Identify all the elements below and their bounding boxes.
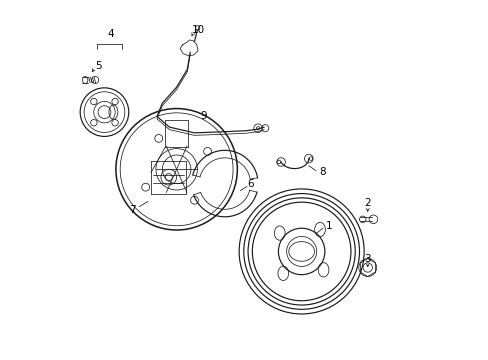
Text: 9: 9 xyxy=(200,111,206,121)
Text: 10: 10 xyxy=(191,25,204,35)
Text: 5: 5 xyxy=(95,61,101,71)
Text: 4: 4 xyxy=(107,28,114,39)
Text: 3: 3 xyxy=(364,253,370,264)
Text: 2: 2 xyxy=(364,198,370,208)
Text: 6: 6 xyxy=(247,179,254,189)
Text: 7: 7 xyxy=(128,205,135,215)
Text: 1: 1 xyxy=(325,221,332,231)
Text: 8: 8 xyxy=(318,167,325,177)
